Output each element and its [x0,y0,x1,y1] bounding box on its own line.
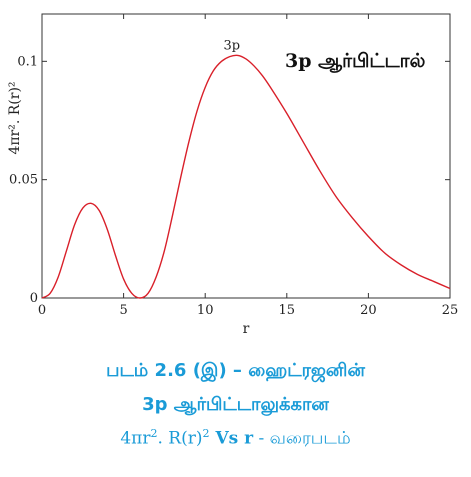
plot-frame [41,13,451,299]
caption-formula-a: 4πr [120,428,151,449]
caption-line-3: 4πr2. R(r)2 Vs r - வரைபடம் [0,427,471,451]
x-tick-label-5: 25 [442,303,459,318]
x-tick-label-1: 5 [119,303,127,318]
x-tick-label-0: 0 [38,303,46,318]
y-tick-label-2: 0.1 [17,54,38,69]
caption-formula-b: . R(r) [157,428,203,449]
caption-sup-2: 2 [202,427,210,440]
caption-line-1: படம் 2.6 (இ) – ஹைட்ரஜனின் [106,360,365,381]
series-line-3p [41,54,451,299]
caption-vs: Vs r [209,428,254,449]
caption-line-2: 3p ஆர்பிட்டாலுக்கான [142,394,329,415]
y-tick-label-1: 0.05 [9,173,38,188]
y-tick-label-0: 0 [30,291,38,306]
x-tick-label-2: 10 [197,303,214,318]
x-tick-label-3: 15 [279,303,296,318]
x-axis-label: r [243,321,250,337]
ticks: 0 5 10 15 20 25 0 0.05 0.1 [9,14,458,318]
caption-suffix: - வரைபடம் [253,428,351,449]
x-tick-label-4: 20 [360,303,377,318]
caption-sup-1: 2 [150,427,158,440]
peak-annotation: 3p [224,38,241,53]
y-axis-label: 4πr². R(r)² [7,81,23,154]
chart: 0 5 10 15 20 25 0 0.05 0.1 3p 3p ஆர்பிட்டால் r 4… [7,13,458,337]
chart-title: 3p ஆர்பிட்டால் [285,50,426,72]
